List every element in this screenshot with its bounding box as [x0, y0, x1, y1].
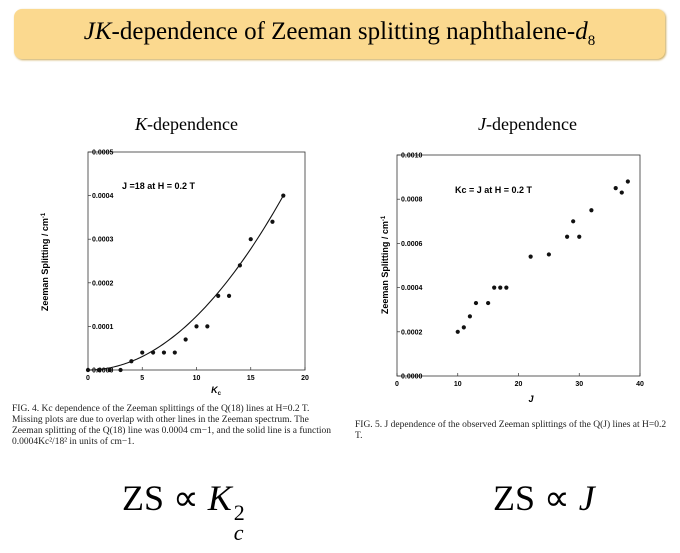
left-annotation: J =18 at H = 0.2 T	[122, 181, 196, 191]
left-data-point	[237, 263, 242, 268]
right-data-point	[613, 186, 618, 191]
left-data-point	[216, 293, 221, 298]
right-x-tick-label: 10	[454, 381, 462, 388]
left-formula-text: ZS ∝	[122, 478, 208, 518]
left-y-tick-label: 0.0002	[92, 280, 114, 287]
title-d: d	[575, 18, 588, 45]
right-data-point	[498, 285, 503, 290]
left-y-axis-label: Zeeman Splitting / cm-1	[40, 212, 50, 311]
right-y-tick-label: 0.0010	[401, 153, 423, 160]
left-data-point	[118, 367, 123, 373]
right-formula: ZS ∝ J	[493, 477, 595, 519]
right-x-tick-label: 20	[515, 381, 523, 388]
left-x-tick-label: 10	[193, 375, 201, 382]
right-data-point	[455, 329, 460, 334]
left-formula-var: K	[207, 478, 232, 518]
right-plot-frame	[396, 154, 641, 377]
right-data-point	[625, 179, 630, 184]
left-y-tick-label: 0.0003	[92, 237, 114, 244]
left-y-tick-label: 0.0001	[92, 324, 114, 331]
right-x-tick-label: 30	[575, 381, 583, 388]
right-data-point	[486, 300, 491, 306]
right-data-point	[492, 285, 497, 290]
left-data-point	[205, 324, 210, 329]
right-y-tick-label: 0.0004	[401, 285, 423, 292]
right-data-point	[565, 234, 570, 239]
right-data-point	[571, 219, 576, 224]
right-data-point	[619, 190, 624, 195]
left-panel-heading: K-dependence	[135, 114, 238, 135]
left-data-point	[85, 367, 91, 373]
slide-title: JK-dependence of Zeeman splitting naphth…	[14, 9, 665, 59]
right-y-tick-label: 0.0008	[401, 197, 423, 204]
left-data-point	[248, 237, 253, 242]
left-caption: FIG. 4. Kc dependence of the Zeeman spli…	[12, 404, 332, 447]
right-data-point	[467, 314, 472, 319]
right-data-point	[577, 234, 582, 239]
left-heading-var: K	[135, 114, 148, 134]
left-y-tick-label: 0.0000	[92, 368, 114, 375]
left-data-point	[172, 350, 177, 355]
right-data-point	[546, 252, 551, 257]
left-x-tick-label: 0	[86, 375, 90, 382]
title-main: -dependence of Zeeman splitting naphthal…	[111, 18, 576, 45]
right-panel-heading: J-dependence	[478, 114, 577, 135]
right-y-axis-label: Zeeman Splitting / cm-1	[380, 215, 390, 314]
left-data-point	[129, 359, 134, 364]
left-data-point	[194, 324, 199, 329]
left-data-point	[270, 219, 275, 224]
left-data-point	[161, 350, 167, 355]
right-formula-var: J	[578, 478, 595, 518]
left-x-tick-label: 15	[247, 375, 255, 382]
right-data-point	[473, 300, 479, 306]
left-x-axis-label: Kc	[211, 385, 222, 397]
left-y-tick-label: 0.0005	[92, 150, 114, 157]
left-plot-frame	[87, 151, 306, 371]
right-heading-var: J	[478, 114, 486, 134]
right-data-point	[504, 285, 509, 290]
right-data-point	[589, 208, 594, 213]
left-heading-text: -dependence	[147, 114, 238, 134]
left-y-tick-label: 0.0004	[92, 193, 114, 200]
left-data-point	[226, 293, 232, 298]
left-data-point	[281, 193, 286, 198]
left-formula-sub: c	[233, 520, 244, 545]
right-formula-text: ZS ∝	[493, 478, 579, 518]
title-subscript: 8	[587, 33, 596, 49]
title-prefix: JK	[83, 18, 112, 45]
right-heading-text: -dependence	[486, 114, 577, 134]
right-caption: FIG. 5. J dependence of the observed Zee…	[355, 420, 667, 441]
right-annotation: Kc = J at H = 0.2 T	[455, 185, 533, 195]
left-fit-curve	[87, 195, 284, 371]
right-x-axis-label: J	[528, 394, 534, 404]
left-data-point	[107, 367, 112, 373]
left-data-point	[140, 350, 145, 355]
left-data-point	[183, 337, 188, 342]
left-data-point	[96, 367, 101, 373]
right-x-tick-label: 40	[636, 381, 644, 388]
right-data-point	[461, 325, 466, 330]
right-x-tick-label: 0	[395, 381, 399, 388]
right-y-tick-label: 0.0000	[401, 374, 423, 381]
right-y-tick-label: 0.0002	[401, 329, 423, 336]
left-x-tick-label: 5	[140, 375, 144, 382]
right-data-point	[528, 254, 533, 259]
left-formula-sup: 2	[233, 500, 245, 525]
right-y-tick-label: 0.0006	[401, 241, 423, 248]
left-x-tick-label: 20	[301, 375, 309, 382]
left-data-point	[151, 350, 156, 355]
